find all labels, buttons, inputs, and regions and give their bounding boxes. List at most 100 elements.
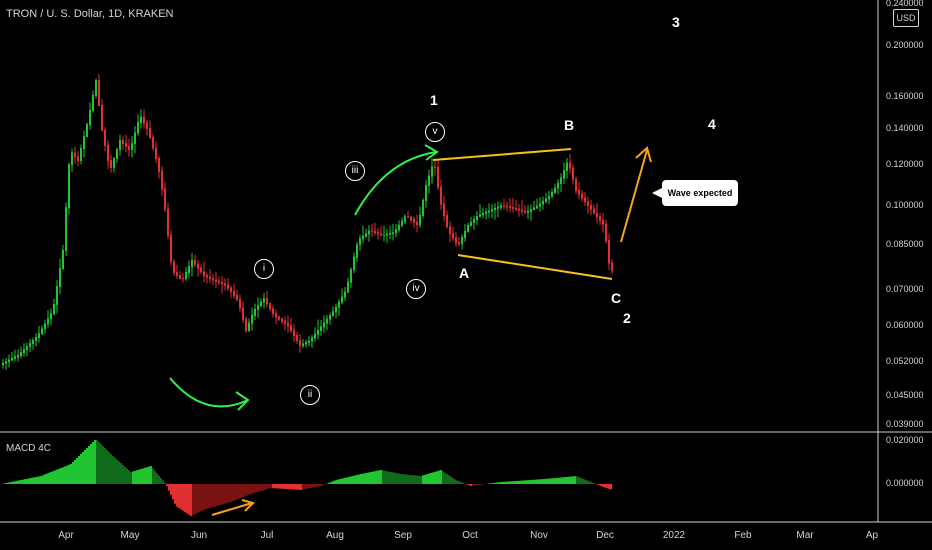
- macd-bar: [268, 484, 270, 489]
- macd-bar: [410, 475, 412, 484]
- macd-bar: [512, 481, 514, 484]
- candle-body: [170, 235, 172, 263]
- time-tick-label: 2022: [662, 530, 686, 541]
- candle-body: [44, 323, 46, 330]
- macd-bar: [350, 476, 352, 484]
- candle-body: [212, 278, 214, 281]
- macd-bar: [142, 468, 144, 484]
- wave-label-2: 2: [623, 310, 631, 326]
- macd-bar: [114, 457, 116, 484]
- macd-bar: [428, 473, 430, 484]
- macd-bar: [396, 473, 398, 484]
- macd-bar: [118, 461, 120, 484]
- macd-bar: [440, 470, 442, 484]
- macd-bar: [376, 470, 378, 484]
- macd-bar: [456, 480, 458, 484]
- macd-bar: [184, 484, 186, 512]
- macd-bar: [224, 484, 226, 504]
- macd-bar: [148, 466, 150, 484]
- candle-body: [104, 130, 106, 146]
- candle-body: [284, 320, 286, 324]
- candle-body: [329, 315, 331, 320]
- currency-badge[interactable]: USD: [893, 9, 919, 27]
- candle-body: [527, 210, 529, 213]
- macd-bar: [112, 455, 114, 484]
- candle-body: [290, 325, 292, 331]
- macd-bar: [28, 478, 30, 484]
- macd-bar: [84, 450, 86, 484]
- candle-body: [338, 301, 340, 308]
- time-tick-label: Ap: [865, 530, 879, 541]
- macd-bar: [230, 484, 232, 502]
- candle-body: [191, 260, 193, 267]
- candle-body: [521, 209, 523, 212]
- candle-body: [509, 206, 511, 208]
- macd-bar: [590, 482, 592, 484]
- macd-bar: [186, 484, 188, 514]
- macd-bar: [16, 480, 18, 484]
- macd-bar: [460, 482, 462, 484]
- candle-body: [419, 215, 421, 226]
- macd-bar: [38, 476, 40, 484]
- candle-body: [77, 156, 79, 161]
- candle-body: [317, 330, 319, 335]
- candle-body: [20, 352, 22, 356]
- macd-bar: [40, 476, 42, 484]
- candle-body: [266, 298, 268, 305]
- macd-bar: [96, 440, 98, 484]
- macd-bar: [194, 484, 196, 515]
- macd-bar: [66, 465, 68, 484]
- macd-bar: [370, 472, 372, 484]
- macd-bar: [200, 484, 202, 512]
- macd-bar: [448, 475, 450, 484]
- macd-bar: [422, 475, 424, 484]
- macd-indicator-title[interactable]: MACD 4C: [6, 443, 52, 454]
- macd-bar: [414, 475, 416, 484]
- price-tick-label: 0.045000: [886, 390, 924, 400]
- macd-bar: [140, 469, 142, 484]
- macd-bar: [284, 484, 286, 489]
- macd-bar: [546, 478, 548, 484]
- candle-body: [245, 318, 247, 331]
- price-tick-label: 0.200000: [886, 40, 924, 50]
- candle-body: [506, 205, 508, 208]
- candle-body: [281, 318, 283, 322]
- candle-body: [464, 231, 466, 238]
- candle-body: [533, 207, 535, 211]
- candle-body: [428, 175, 430, 186]
- candle-body: [251, 315, 253, 324]
- price-tick-label: 0.070000: [886, 284, 924, 294]
- candle-body: [2, 362, 4, 365]
- macd-bar: [402, 474, 404, 484]
- macd-bar: [554, 478, 556, 484]
- macd-bar: [262, 484, 264, 491]
- expected-wave-arrow: [620, 149, 648, 243]
- macd-bar: [332, 481, 334, 484]
- macd-bar: [168, 484, 170, 491]
- candle-body: [383, 234, 385, 236]
- candle-body: [230, 287, 232, 293]
- candle-body: [524, 210, 526, 213]
- candle-body: [254, 308, 256, 316]
- macd-bar: [572, 476, 574, 484]
- macd-bar: [556, 477, 558, 484]
- macd-bar: [524, 480, 526, 484]
- macd-bar: [56, 469, 58, 484]
- macd-bar: [70, 464, 72, 484]
- candle-body: [272, 308, 274, 315]
- candle-body: [440, 186, 442, 205]
- candle-body: [197, 263, 199, 269]
- macd-bar: [348, 476, 350, 484]
- candle-body: [206, 275, 208, 278]
- macd-bar: [518, 480, 520, 484]
- macd-bar: [260, 484, 262, 491]
- macd-bar: [178, 484, 180, 508]
- macd-divergence-arrow: [211, 502, 253, 516]
- candle-body: [389, 233, 391, 235]
- candle-body: [407, 216, 409, 218]
- macd-bar: [328, 482, 330, 484]
- macd-bar: [382, 470, 384, 484]
- candle-body: [224, 283, 226, 286]
- chart-title: TRON / U. S. Dollar, 1D, KRAKEN: [6, 8, 174, 20]
